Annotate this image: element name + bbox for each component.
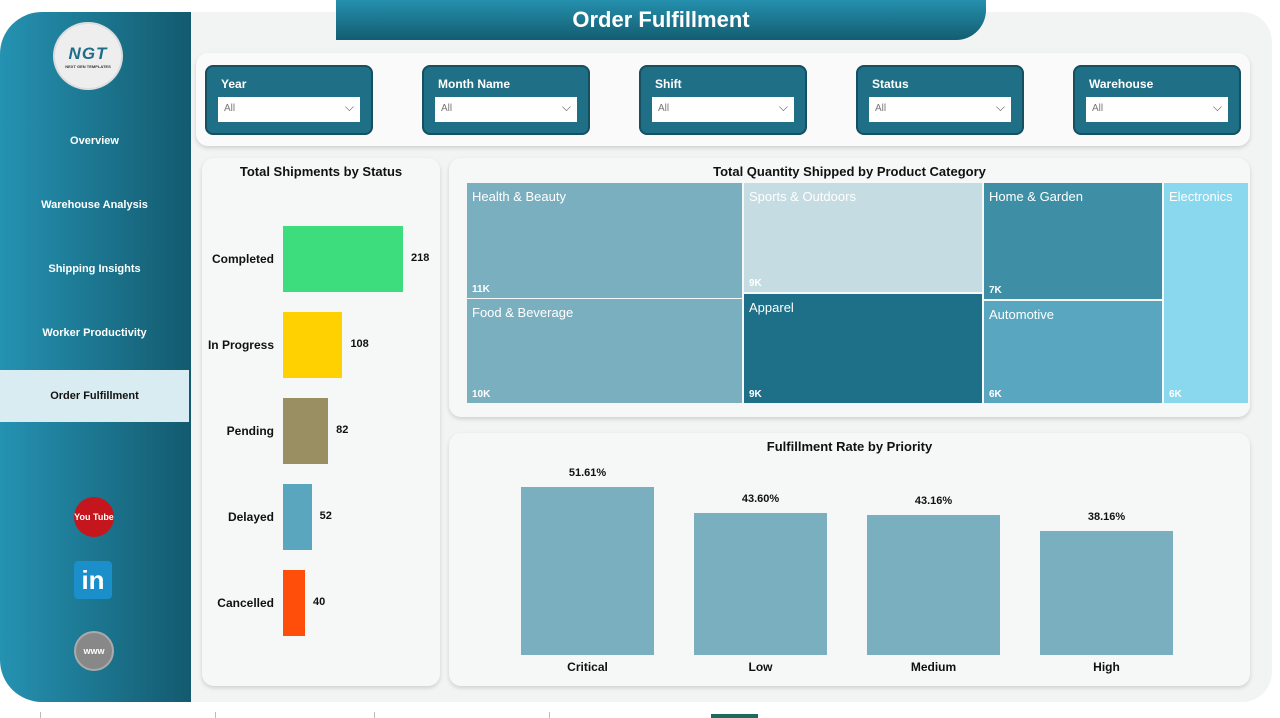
- globe-text: www: [83, 646, 105, 656]
- priority-bar[interactable]: [694, 513, 827, 655]
- filter-label: Shift: [655, 77, 682, 91]
- bar-label: Cancelled: [217, 596, 274, 610]
- status-bar[interactable]: [283, 484, 312, 550]
- category-value: 6K: [1169, 389, 1182, 400]
- filter-dropdown[interactable]: All ⌵: [218, 97, 360, 122]
- active-page-tab[interactable]: [711, 714, 758, 718]
- treemap-cell[interactable]: Sports & Outdoors 9K: [744, 183, 982, 292]
- filter-dropdown[interactable]: All ⌵: [652, 97, 794, 122]
- filter-value: All: [658, 103, 670, 114]
- nav-item-shipping-insights[interactable]: Shipping Insights: [48, 263, 141, 275]
- nav-item-order-fulfillment[interactable]: Order Fulfillment: [0, 370, 189, 422]
- nav-item-overview[interactable]: Overview: [70, 135, 119, 147]
- category-name: Health & Beauty: [472, 189, 566, 204]
- filter-bar: Year All ⌵ Month Name All ⌵ Shift All ⌵ Status All…: [196, 53, 1250, 146]
- treemap-cell[interactable]: Automotive 6K: [984, 301, 1162, 403]
- bar-label: Delayed: [227, 510, 274, 524]
- bar-value: 82: [336, 424, 349, 436]
- bar-value: 51.61%: [568, 467, 607, 479]
- bar-category: High: [1093, 660, 1120, 674]
- treemap-cell[interactable]: Health & Beauty 11K: [467, 183, 742, 298]
- linkedin-icon[interactable]: in: [74, 561, 112, 599]
- nav-item-warehouse-analysis[interactable]: Warehouse Analysis: [41, 199, 148, 211]
- status-bar[interactable]: [283, 226, 403, 292]
- filter-month-name: Month Name All ⌵: [422, 65, 590, 135]
- status-bar[interactable]: [283, 312, 343, 378]
- bar-category: Critical: [567, 660, 608, 674]
- treemap-cell[interactable]: Food & Beverage 10K: [467, 299, 742, 403]
- bar-value: 52: [319, 510, 332, 522]
- quantity-by-category-card: Total Quantity Shipped by Product Catego…: [449, 158, 1250, 417]
- chevron-down-icon: ⌵: [778, 100, 788, 114]
- chart-title: Total Shipments by Status: [239, 164, 403, 179]
- priority-bar[interactable]: [867, 514, 1000, 655]
- category-value: 11K: [472, 284, 490, 295]
- logo-subtext: NEXT GEN TEMPLATES: [65, 63, 111, 69]
- treemap-cell[interactable]: Home & Garden 7K: [984, 183, 1162, 299]
- filter-status: Status All ⌵: [856, 65, 1024, 135]
- status-bar[interactable]: [283, 570, 306, 636]
- chevron-down-icon: ⌵: [1212, 100, 1222, 114]
- bar-category: Low: [748, 660, 773, 674]
- sidebar: NGT NEXT GEN TEMPLATES Overview Warehouse …: [0, 12, 191, 702]
- status-bar[interactable]: [283, 398, 329, 464]
- bar-category: Medium: [910, 660, 957, 674]
- priority-bar[interactable]: [1040, 530, 1173, 655]
- category-name: Food & Beverage: [472, 305, 574, 320]
- chevron-down-icon: ⌵: [995, 100, 1005, 114]
- filter-dropdown[interactable]: All ⌵: [1086, 97, 1228, 122]
- filter-label: Status: [872, 77, 909, 91]
- category-name: Apparel: [749, 300, 794, 315]
- bar-value: 43.16%: [914, 494, 953, 507]
- youtube-text: You Tube: [74, 511, 114, 522]
- category-name: Sports & Outdoors: [749, 189, 856, 204]
- filter-value: All: [441, 103, 453, 114]
- bar-label: In Progress: [207, 338, 274, 352]
- globe-icon[interactable]: www: [74, 631, 114, 671]
- youtube-icon[interactable]: You Tube: [74, 497, 114, 537]
- category-value: 10K: [472, 389, 491, 400]
- filter-label: Year: [221, 77, 247, 91]
- category-name: Automotive: [989, 307, 1055, 322]
- chevron-down-icon: ⌵: [561, 100, 571, 114]
- page-tabs: [0, 712, 1280, 718]
- chevron-down-icon: ⌵: [344, 100, 354, 114]
- category-value: 6K: [989, 389, 1002, 400]
- category-value: 9K: [749, 389, 762, 400]
- filter-dropdown[interactable]: All ⌵: [435, 97, 577, 122]
- nav-item-worker-productivity[interactable]: Worker Productivity: [42, 327, 147, 339]
- bar-value: 108: [350, 338, 369, 350]
- filter-dropdown[interactable]: All ⌵: [869, 97, 1011, 122]
- treemap-cell[interactable]: Electronics 6K: [1164, 183, 1248, 403]
- filter-label: Warehouse: [1089, 77, 1154, 91]
- category-name: Electronics: [1169, 189, 1233, 204]
- bar-value: 218: [411, 252, 430, 264]
- priority-bar[interactable]: [521, 487, 654, 655]
- page-title: Order Fulfillment: [336, 0, 986, 40]
- filter-label: Month Name: [438, 77, 510, 91]
- fulfillment-rate-card: Fulfillment Rate by Priority 51.61% Criti…: [449, 433, 1250, 686]
- logo-text: NGT: [68, 43, 108, 63]
- linkedin-text: in: [81, 564, 105, 595]
- bar-value: 38.16%: [1087, 510, 1126, 523]
- bar-label: Pending: [226, 424, 274, 438]
- filter-shift: Shift All ⌵: [639, 65, 807, 135]
- category-value: 9K: [749, 278, 762, 289]
- filter-year: Year All ⌵: [205, 65, 373, 135]
- chart-title: Total Quantity Shipped by Product Catego…: [713, 164, 986, 179]
- shipments-by-status-card: Total Shipments by Status Completed 218 In…: [202, 158, 440, 686]
- filter-value: All: [1092, 103, 1104, 114]
- category-value: 7K: [989, 285, 1002, 296]
- bar-value: 43.60%: [741, 493, 780, 506]
- logo: NGT NEXT GEN TEMPLATES: [53, 22, 123, 90]
- category-name: Home & Garden: [989, 189, 1083, 204]
- treemap-cell[interactable]: Apparel 9K: [744, 294, 982, 403]
- chart-title: Fulfillment Rate by Priority: [766, 439, 933, 454]
- bar-value: 40: [313, 596, 326, 608]
- filter-warehouse: Warehouse All ⌵: [1073, 65, 1241, 135]
- bar-label: Completed: [211, 252, 274, 266]
- filter-value: All: [875, 103, 887, 114]
- filter-value: All: [224, 103, 236, 114]
